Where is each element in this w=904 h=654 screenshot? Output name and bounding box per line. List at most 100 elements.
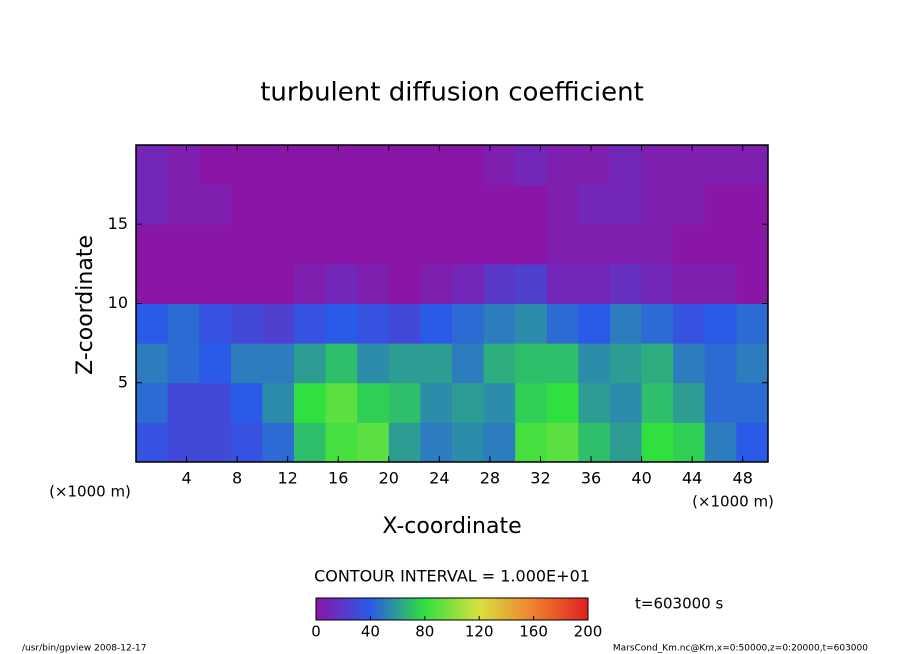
cell (136, 382, 169, 423)
colorbar-swatch (343, 598, 347, 620)
chart-title: turbulent diffusion coefficient (260, 78, 644, 108)
colorbar-swatch (509, 598, 513, 620)
colorbar-swatch (413, 598, 418, 620)
colorbar-swatch (544, 598, 548, 620)
cell (610, 145, 643, 186)
cell (357, 224, 390, 265)
cell (452, 382, 485, 423)
cell (673, 382, 706, 423)
cell (357, 184, 390, 225)
cell (452, 422, 485, 463)
cell (578, 343, 611, 384)
cell (673, 303, 706, 344)
cell (610, 422, 643, 463)
colorbar-swatch (351, 598, 355, 620)
x-tick-label: 12 (278, 469, 298, 488)
colorbar-swatch (465, 598, 469, 620)
time-label: t=603000 s (635, 595, 723, 613)
cell (420, 343, 453, 384)
colorbar-swatch (424, 598, 429, 620)
colorbar-swatch (457, 598, 461, 620)
colorbar-swatch (452, 598, 456, 620)
colorbar-swatch (348, 598, 352, 620)
cell (641, 263, 674, 304)
cell (704, 343, 737, 384)
x-unit: (×1000 m) (692, 493, 774, 511)
colorbar-swatch (506, 598, 510, 620)
y-tick-label: 5 (118, 372, 128, 391)
cell (388, 224, 421, 265)
y-axis-label: Z-coordinate (73, 235, 98, 375)
cell (673, 263, 706, 304)
colorbar-swatch (490, 598, 494, 620)
colorbar-swatch (367, 598, 371, 620)
cell (294, 224, 327, 265)
cell (704, 145, 737, 186)
cell (388, 263, 421, 304)
colorbar-swatch (329, 598, 333, 620)
colorbar-swatch (389, 598, 393, 620)
cell (167, 263, 200, 304)
cell (262, 382, 295, 423)
colorbar-swatch (438, 598, 442, 620)
cell (420, 184, 453, 225)
cell (483, 422, 516, 463)
cell (388, 422, 421, 463)
colorbar-swatch (585, 598, 589, 620)
colorbar-swatch (528, 598, 532, 620)
cell (199, 343, 232, 384)
colorbar-swatch (579, 598, 584, 620)
colorbar-swatch (495, 598, 499, 620)
cell (546, 343, 579, 384)
colorbar-swatch (411, 598, 415, 620)
colorbar-frame (315, 597, 589, 621)
cell (736, 263, 769, 304)
cell (704, 263, 737, 304)
cell (136, 422, 169, 463)
colorbar-swatch (541, 598, 545, 620)
colorbar-swatch (400, 598, 404, 620)
colorbar-swatch (471, 598, 475, 620)
cell (167, 422, 200, 463)
cell (262, 184, 295, 225)
cell (357, 303, 390, 344)
footer-right: MarsCond_Km.nc@Km,x=0:50000,z=0:20000,t=… (613, 644, 868, 654)
cell (641, 145, 674, 186)
cell (136, 303, 169, 344)
x-axis-label: X-coordinate (382, 514, 521, 539)
colorbar-tick-label: 40 (361, 623, 380, 641)
cell (736, 224, 769, 265)
colorbar-swatch (514, 598, 518, 620)
cell (515, 343, 548, 384)
cell (641, 343, 674, 384)
colorbar-swatch (392, 598, 396, 620)
x-tick-label: 8 (232, 469, 242, 488)
x-tick-label: 28 (480, 469, 500, 488)
cell (230, 303, 263, 344)
cell (578, 224, 611, 265)
cell (546, 184, 579, 225)
cell (136, 184, 169, 225)
colorbar-swatch (408, 598, 412, 620)
colorbar-swatch (547, 598, 551, 620)
colorbar-swatch (481, 598, 486, 620)
colorbar-swatch (432, 598, 437, 620)
colorbar-swatch (419, 598, 423, 620)
x-tick-label: 16 (328, 469, 348, 488)
cell (262, 422, 295, 463)
cell (704, 303, 737, 344)
cell (515, 422, 548, 463)
cell (325, 303, 358, 344)
colorbar-swatch (487, 598, 491, 620)
x-tick-label: 36 (581, 469, 601, 488)
colorbar-swatch (403, 598, 407, 620)
cell (167, 382, 200, 423)
cell (483, 382, 516, 423)
cell (578, 145, 611, 186)
colorbar-swatch (378, 598, 382, 620)
x-tick-label: 4 (181, 469, 191, 488)
colorbar-swatch (441, 598, 445, 620)
colorbar-swatch (460, 598, 464, 620)
cell (578, 263, 611, 304)
